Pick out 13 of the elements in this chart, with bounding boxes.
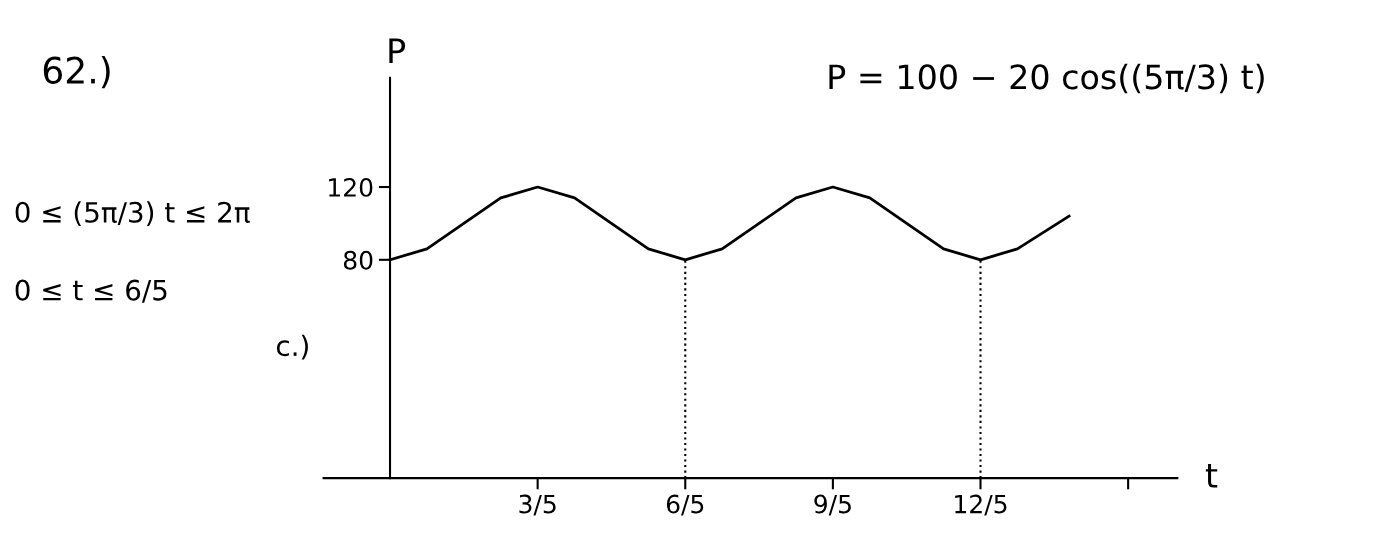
y-axis-title: P (389, 38, 406, 63)
x-tick-label: 12/5 (955, 494, 1007, 516)
y-tick-label: 80 (343, 250, 373, 270)
text: c.) (276, 334, 308, 360)
text: 62.) (43, 56, 110, 89)
x-tick-label: 9/5 (814, 494, 851, 516)
y-tick-label: 120 (329, 177, 373, 197)
x-tick-label: 6/5 (666, 494, 704, 516)
annotation: P = 100 − 20 cos((5π/3) t) (829, 63, 1264, 94)
x-axis-title: t (1205, 464, 1218, 488)
x-tick-label: 3/5 (519, 494, 556, 516)
text: 0 ≤ (5π/3) t ≤ 2π (15, 201, 250, 227)
text: 0 ≤ t ≤ 6/5 (15, 279, 167, 303)
